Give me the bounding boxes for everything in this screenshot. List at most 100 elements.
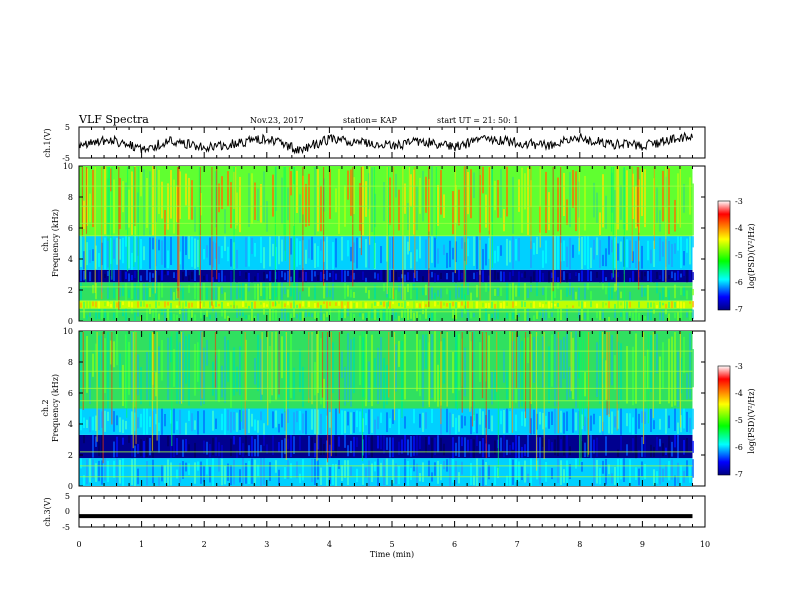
- ch2-spec-burst: [156, 332, 158, 441]
- ch1-spec-burst: [274, 167, 276, 307]
- ch1-colorbar: [717, 200, 731, 311]
- ch1-freq-ticks: 0 2 4 6 8 10: [63, 162, 705, 326]
- ch2-spec-burst: [652, 332, 654, 419]
- ch2-spec-burst: [308, 332, 310, 403]
- ch1-spec-burst: [408, 167, 411, 251]
- ch1-spectrogram-panel: 0 2 4 6 8 10 ch.1 Frequency (kHz) -3 -4 -5 -6…: [41, 162, 756, 326]
- ch1-spec-burst: [612, 167, 614, 278]
- ch1-spec-burst: [322, 167, 325, 286]
- ch1-spec-burst: [108, 167, 110, 223]
- ch1-waveform-line: [78, 131, 693, 155]
- ch2-spectrogram-panel: 0 2 4 6 8 10 ch.2 Frequency (kHz) -3 -4 -5 -6…: [41, 327, 756, 491]
- ch1-spec-burst: [578, 167, 580, 252]
- ch1-waveform-ylabel: ch.1(V): [43, 128, 52, 157]
- ch2-spec-burst: [471, 332, 474, 427]
- ch1-spec-burst: [107, 167, 109, 241]
- ch1-spec-burst: [126, 167, 129, 272]
- ch1-spec-ytick-label: 0: [68, 317, 73, 326]
- ch1-spec-burst: [302, 167, 304, 292]
- ch2-spec-burst: [267, 332, 269, 426]
- ch1-spec-burst: [199, 167, 201, 309]
- ch2-spec-burst: [326, 332, 329, 463]
- ch3-ytick-mid: 0: [65, 507, 70, 516]
- time-tick-labels: 0 1 2 3 4 5 6 7 8 9 10: [76, 540, 710, 549]
- ch1-spec-burst: [211, 167, 213, 306]
- ch1-waveform-panel: 5 -5 ch.1(V): [43, 123, 706, 163]
- ch1-spec-ytick-label: 2: [68, 286, 73, 295]
- ch2-spec-burst: [261, 332, 263, 395]
- ch1-spec-burst: [352, 167, 354, 287]
- ch1-frequency-ylabel: Frequency (kHz): [51, 209, 60, 277]
- ch2-frequency-ylabel: Frequency (kHz): [51, 374, 60, 442]
- ch2-spec-burst: [316, 332, 318, 462]
- ch2-spec-burst: [102, 332, 104, 464]
- ch2-spec-burst: [608, 332, 610, 417]
- ch1-spec-burst: [539, 167, 541, 248]
- ch2-spec-burst: [198, 332, 200, 391]
- ch2-spec-burst: [440, 332, 442, 425]
- time-tick-label: 1: [139, 540, 144, 549]
- ch1-spec-burst: [360, 167, 362, 256]
- ch1-spec-burst: [94, 167, 96, 294]
- ch2-spec-burst: [151, 332, 154, 451]
- ch1-spec-burst: [489, 167, 491, 306]
- ch2-spec-ytick-label: 2: [68, 451, 73, 460]
- ch2-cbar-tick-m6: -6: [735, 443, 743, 452]
- ch2-spec-burst: [321, 332, 324, 398]
- ch1-spec-burst: [154, 167, 156, 294]
- ch2-spec-ytick-label: 4: [68, 420, 73, 429]
- ch2-freq-ticks: 0 2 4 6 8 10: [63, 327, 705, 491]
- ch2-spec-burst: [283, 332, 286, 413]
- ch1-spec-ytick-label: 6: [68, 224, 73, 233]
- ch2-spec-burst: [311, 332, 313, 405]
- ch2-spec-burst: [587, 332, 589, 457]
- ch2-spec-burst: [535, 332, 538, 471]
- ch1-spec-burst: [623, 167, 625, 314]
- ch1-cbar-tick-m4: -4: [735, 224, 743, 233]
- ch1-spec-burst: [435, 167, 437, 240]
- ch1-spec-burst: [636, 167, 639, 227]
- date-label: Nov.23, 2017: [250, 116, 304, 125]
- ch1-spec-burst: [465, 167, 468, 265]
- ch1-spec-burst: [178, 167, 180, 306]
- ch2-spec-burst: [469, 332, 471, 412]
- ch2-spec-burst: [132, 332, 134, 449]
- ch1-ytick-bottom: -5: [62, 154, 70, 163]
- ch1-spec-band-1: [79, 300, 693, 309]
- ch2-colorbar: [717, 365, 731, 476]
- ch3-ytick-top: 5: [65, 492, 70, 501]
- ch2-spec-burst: [126, 332, 128, 418]
- ch2-spec-ytick-label: 0: [68, 482, 73, 491]
- ch2-spec-burst: [647, 332, 649, 424]
- time-tick-label: 5: [389, 540, 394, 549]
- ch2-cbar-tick-m3: -3: [735, 362, 743, 371]
- ch2-spec-burst: [338, 332, 340, 414]
- ch1-spec-burst: [133, 167, 135, 267]
- ch1-cbar-tick-m6: -6: [735, 278, 743, 287]
- ch1-spec-burst: [233, 167, 235, 309]
- ch1-spec-burst: [137, 167, 139, 290]
- ch1-spec-burst: [610, 167, 613, 232]
- ch2-spec-burst: [285, 332, 287, 460]
- ch2-spec-ytick-label: 10: [63, 327, 73, 336]
- ch2-spec-burst: [557, 332, 559, 434]
- ch2-spec-burst: [428, 332, 430, 408]
- ch1-waveform-trace: [78, 131, 693, 155]
- ch2-spec-burst: [271, 332, 273, 396]
- ch2-spec-burst: [96, 332, 98, 442]
- ch2-spec-burst: [580, 332, 582, 462]
- ch1-spec-burst: [81, 167, 84, 237]
- ch2-spec-burst: [278, 332, 280, 395]
- ch2-spec-burst: [496, 332, 498, 392]
- ch2-spec-burst: [214, 332, 217, 388]
- ch2-spec-burst: [602, 332, 604, 432]
- ch2-spec-burst: [485, 332, 487, 459]
- ch1-cbar-tick-m3: -3: [735, 197, 743, 206]
- ch2-spectrogram-image: [79, 331, 694, 486]
- ch1-spec-burst: [414, 167, 416, 279]
- ch2-spec-burst: [582, 332, 585, 427]
- ch2-spec-burst: [240, 332, 242, 422]
- ch2-spec-burst: [524, 332, 527, 419]
- time-tick-label: 0: [76, 540, 81, 549]
- ch2-spec-burst: [570, 332, 572, 392]
